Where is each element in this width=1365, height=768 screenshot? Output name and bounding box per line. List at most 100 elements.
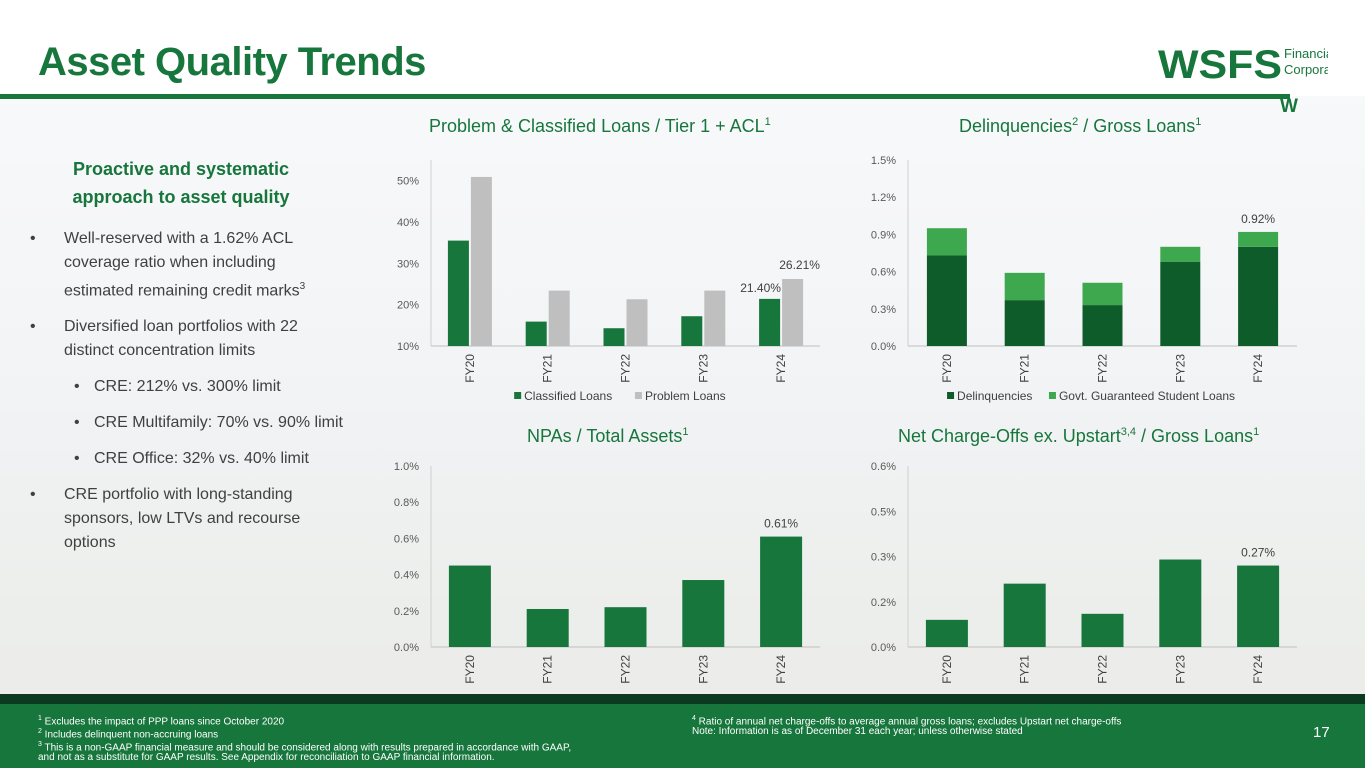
x-tick-label: FY21 <box>1018 655 1032 684</box>
y-tick-label: 0.4% <box>394 570 419 582</box>
bar-value <box>760 536 803 647</box>
data-label: 21.40% <box>740 281 781 295</box>
footnote-3: 3 This is a non-GAAP financial measure a… <box>38 738 571 754</box>
fn-text: Includes delinquent non-accruing loans <box>41 729 219 741</box>
wsfs-logo: WSFS Financial Corporation <box>1158 43 1328 87</box>
bar-student-loans <box>1238 231 1279 247</box>
bar-value <box>604 607 647 647</box>
bullet-sup: 3 <box>299 281 306 292</box>
chart1-title: Problem & Classified Loans / Tier 1 + AC… <box>429 116 771 137</box>
y-tick-label: 0.6% <box>394 533 419 545</box>
legend-label: Problem Loans <box>645 389 726 403</box>
chart4-title-sup: 1 <box>1253 426 1260 438</box>
fn-text: Excludes the impact of PPP loans since O… <box>41 716 285 728</box>
x-tick-label: FY21 <box>1018 354 1032 383</box>
chart2-title-sup-mid: 2 <box>1072 116 1079 128</box>
left-heading-line2: approach to asset quality <box>72 187 290 207</box>
legend-swatch <box>1048 392 1056 399</box>
fn-sup: 2 <box>38 728 42 735</box>
bar-student-loans <box>1160 246 1201 262</box>
x-tick-label: FY22 <box>619 655 633 684</box>
fn-sup: 3 <box>38 741 42 748</box>
bar-problem-loans <box>704 290 726 346</box>
bar-value <box>1003 583 1046 647</box>
y-tick-label: 0.6% <box>871 461 896 473</box>
bar-value <box>526 608 569 647</box>
page-title: Asset Quality Trends <box>38 40 426 84</box>
legend-swatch <box>947 392 955 399</box>
legend-label: Delinquencies <box>957 389 1032 403</box>
footnote-4: 4 Ratio of annual net charge-offs to ave… <box>692 712 1121 728</box>
y-tick-label: 0.0% <box>394 642 419 654</box>
bullet-dot: • <box>30 318 36 336</box>
footer-divider <box>0 694 1365 704</box>
y-tick-label: 0.2% <box>871 597 896 609</box>
y-tick-label: 40% <box>397 217 419 229</box>
x-tick-label: FY24 <box>774 655 788 684</box>
fn-sup: 1 <box>38 715 42 722</box>
bullet-cre: • CRE: 212% vs. 300% limit <box>26 375 366 399</box>
chart4-title: Net Charge-Offs ex. Upstart3,4 / Gross L… <box>898 426 1259 447</box>
x-tick-label: FY23 <box>696 354 710 383</box>
y-tick-label: 0.3% <box>871 552 896 564</box>
fn-sup: 4 <box>692 715 696 722</box>
bullet-text: Diversified loan portfolios with 22 dist… <box>64 318 298 360</box>
bar-classified-loans <box>759 298 781 346</box>
bar-value <box>448 565 491 647</box>
x-tick-label: FY20 <box>940 655 954 684</box>
bar-problem-loans <box>782 278 804 346</box>
legend-swatch <box>514 392 522 399</box>
y-tick-label: 0.8% <box>394 497 419 509</box>
x-tick-label: FY24 <box>1251 655 1265 684</box>
x-tick-label: FY21 <box>541 354 555 383</box>
y-tick-label: 1.5% <box>871 155 896 167</box>
chart2-title-text: Delinquencies <box>959 116 1073 136</box>
bullet-text: Well-reserved with a 1.62% ACL coverage … <box>64 230 300 300</box>
bullet-cre-office: • CRE Office: 32% vs. 40% limit <box>26 447 366 471</box>
y-tick-label: 20% <box>397 300 419 312</box>
chart2-title-sup: 1 <box>1195 116 1202 128</box>
bullet-text: CRE Office: 32% vs. 40% limit <box>94 450 309 468</box>
x-tick-label: FY20 <box>463 655 477 684</box>
bullet-diversified: • Diversified loan portfolios with 22 dis… <box>26 315 326 363</box>
legend-label: Govt. Guaranteed Student Loans <box>1059 389 1235 403</box>
y-tick-label: 30% <box>397 258 419 270</box>
logo-brand: WSFS <box>1158 43 1282 87</box>
y-tick-label: 1.0% <box>394 461 419 473</box>
bar-value <box>925 619 968 647</box>
logo-line1: Financial <box>1284 46 1328 61</box>
bar-delinquencies <box>1082 305 1123 346</box>
bullet-dot: • <box>74 378 80 396</box>
chart3-title-text: NPAs / Total Assets <box>527 426 683 446</box>
x-tick-label: FY22 <box>1096 354 1110 383</box>
bar-problem-loans <box>626 299 648 346</box>
footer <box>0 704 1365 768</box>
y-tick-label: 0.0% <box>871 642 896 654</box>
x-tick-label: FY24 <box>774 354 788 383</box>
y-tick-label: 10% <box>397 341 419 353</box>
page-number: 17 <box>1313 724 1330 741</box>
chart4-title-text: Net Charge-Offs ex. Upstart <box>898 426 1121 446</box>
bar-classified-loans <box>681 316 703 346</box>
bullet-acl: • Well-reserved with a 1.62% ACL coverage… <box>26 227 326 303</box>
bar-classified-loans <box>525 321 547 346</box>
bullet-cre-portfolio: • CRE portfolio with long-standing sponso… <box>26 483 326 555</box>
chart1-title-text: Problem & Classified Loans / Tier 1 + AC… <box>429 116 765 136</box>
bar-student-loans <box>926 228 967 256</box>
y-tick-label: 1.2% <box>871 192 896 204</box>
x-tick-label: FY23 <box>1173 354 1187 383</box>
x-tick-label: FY20 <box>940 354 954 383</box>
data-label: 0.27% <box>1241 546 1275 560</box>
legend-label: Classified Loans <box>524 389 612 403</box>
bullet-text: CRE: 212% vs. 300% limit <box>94 378 281 396</box>
logo-w-mark: W <box>1280 96 1298 114</box>
y-tick-label: 0.5% <box>871 506 896 518</box>
x-tick-label: FY23 <box>696 655 710 684</box>
fn-text: This is a non-GAAP financial measure and… <box>41 742 572 754</box>
x-tick-label: FY22 <box>1096 655 1110 684</box>
bar-delinquencies <box>926 255 967 346</box>
bar-student-loans <box>1004 272 1045 301</box>
bar-delinquencies <box>1238 246 1279 346</box>
